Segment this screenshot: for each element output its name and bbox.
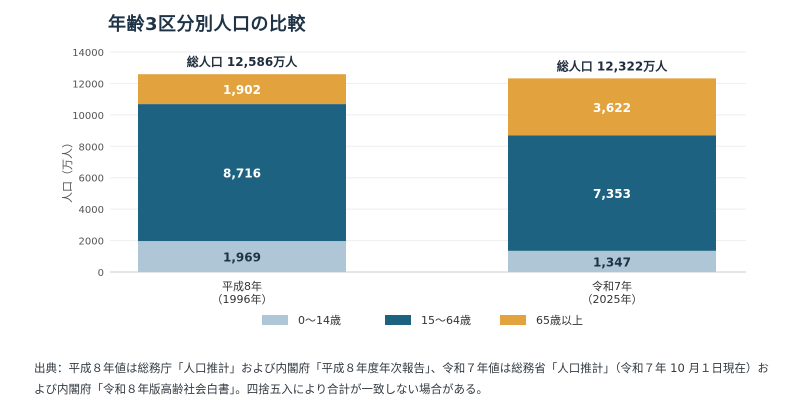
bar-segment xyxy=(508,135,716,251)
data-label: 1,969 xyxy=(223,251,261,265)
y-tick-label: 10000 xyxy=(72,111,104,122)
chart-title: 年齢3区分別人口の比較 xyxy=(108,14,307,35)
legend-label: 15～64歳 xyxy=(421,314,471,327)
bar-segment xyxy=(138,104,346,242)
bar-segment xyxy=(508,250,716,272)
legend-label: 65歳以上 xyxy=(536,314,583,327)
legend: 0～14歳 15～64歳 65歳以上 xyxy=(262,314,583,327)
y-tick-label: 8000 xyxy=(79,142,104,153)
x-category-label: 平成8年 xyxy=(222,279,262,293)
y-axis-ticks: 0 2000 4000 6000 8000 10000 12000 14000 xyxy=(72,48,104,279)
y-axis-label: 人口（万人） xyxy=(61,137,74,203)
y-tick-label: 2000 xyxy=(79,237,104,248)
x-axis-categories: 平成8年（1996年） 令和7年（2025年） xyxy=(212,279,643,306)
data-label: 3,622 xyxy=(593,101,631,115)
y-tick-label: 4000 xyxy=(79,205,104,216)
total-label: 総人口 12,586万人 xyxy=(187,54,298,69)
x-category-label: （1996年） xyxy=(212,292,273,306)
x-category-label: 令和7年 xyxy=(592,279,632,293)
total-label: 総人口 12,322万人 xyxy=(557,58,668,73)
data-label: 8,716 xyxy=(223,167,261,181)
y-tick-label: 6000 xyxy=(79,174,104,185)
x-category-label: （2025年） xyxy=(582,292,643,306)
source-note: 出典：平成８年値は総務庁「人口推計」および内閣府「平成８年度年次報告」、令和７年… xyxy=(34,361,769,396)
legend-swatch xyxy=(500,315,526,325)
y-tick-label: 14000 xyxy=(72,48,104,59)
bar-segment xyxy=(508,78,716,136)
legend-label: 0～14歳 xyxy=(298,314,341,327)
y-tick-label: 0 xyxy=(98,268,104,279)
bar-segment xyxy=(138,74,346,105)
y-tick-label: 12000 xyxy=(72,79,104,90)
legend-swatch xyxy=(262,315,288,325)
data-label: 1,902 xyxy=(223,83,261,97)
legend-swatch xyxy=(385,315,411,325)
bars: 1,969 8,716 1,902 総人口 12,586万人 1,347 7,353 3,6… xyxy=(138,54,716,272)
data-label: 1,347 xyxy=(593,255,631,269)
bar-segment xyxy=(138,241,346,272)
data-label: 7,353 xyxy=(593,187,631,201)
